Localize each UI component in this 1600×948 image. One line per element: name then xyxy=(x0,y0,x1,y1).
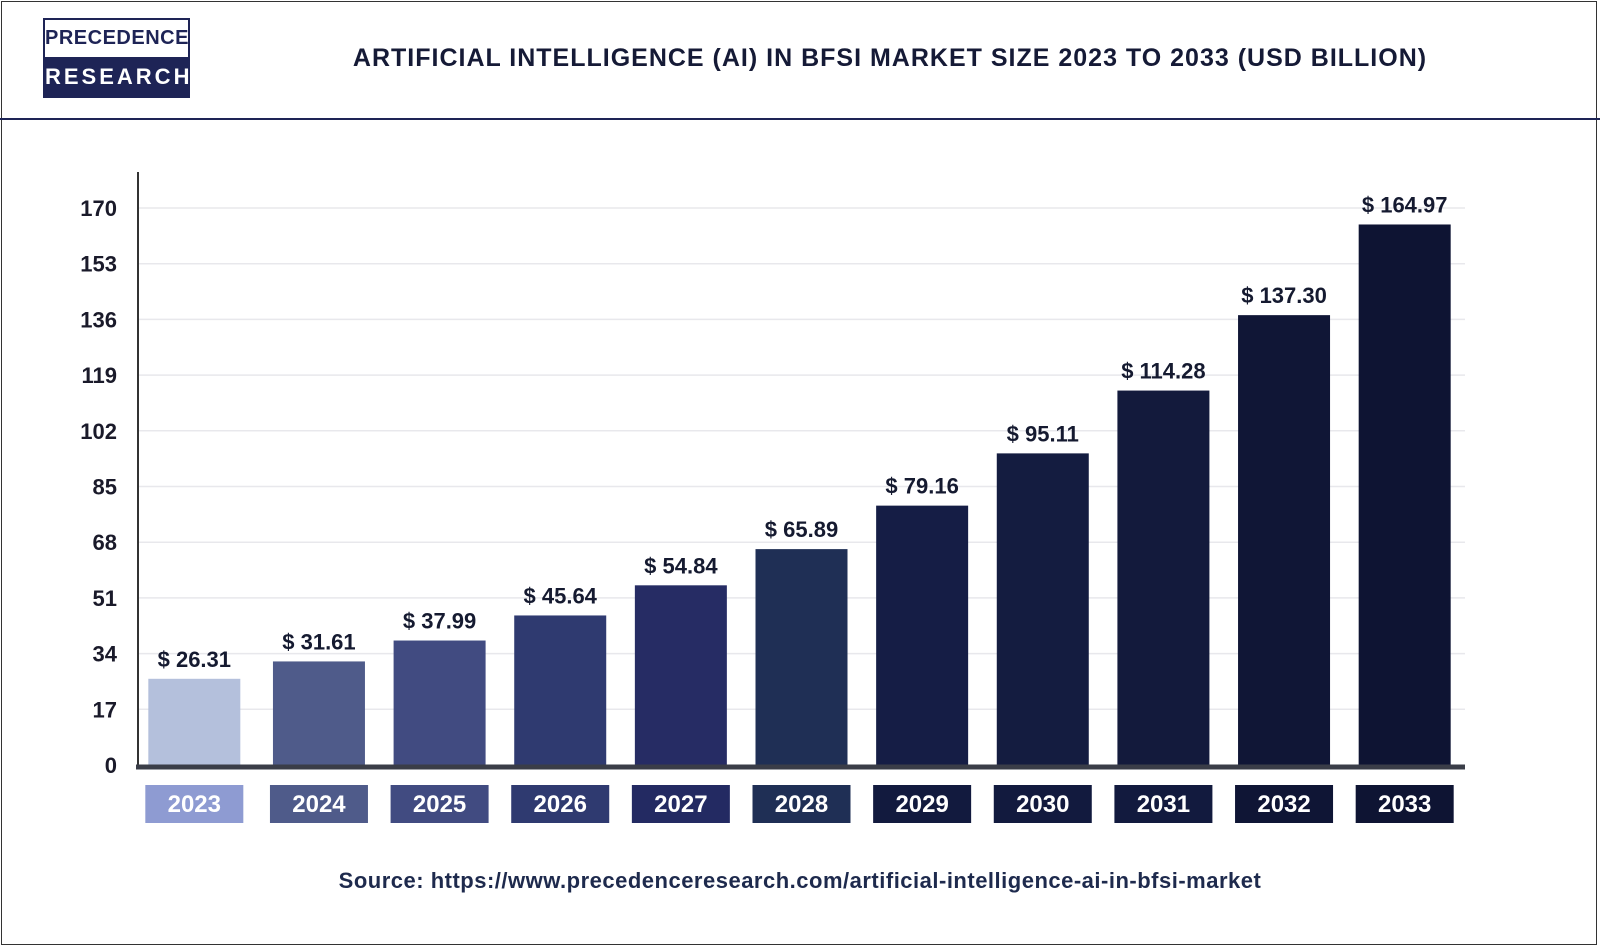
y-tick-label: 119 xyxy=(82,363,118,388)
y-tick-label: 85 xyxy=(93,475,117,500)
data-label: $ 31.61 xyxy=(282,629,355,654)
x-tick-label: 2024 xyxy=(292,791,346,818)
y-tick-label: 153 xyxy=(80,252,117,277)
x-tick-label: 2025 xyxy=(413,791,466,818)
x-label-box xyxy=(1235,785,1334,823)
y-tick-label: 34 xyxy=(93,642,118,667)
y-tick-label: 102 xyxy=(80,419,117,444)
bar-2029 xyxy=(876,505,969,765)
bar-2025 xyxy=(393,640,486,765)
data-label: $ 95.11 xyxy=(1007,421,1079,446)
x-label-box xyxy=(1114,785,1213,823)
data-label: $ 79.16 xyxy=(885,474,958,499)
x-tick-label: 2028 xyxy=(775,791,828,818)
data-label: $ 137.30 xyxy=(1241,283,1327,308)
data-label: $ 54.84 xyxy=(644,553,718,578)
data-label: $ 45.64 xyxy=(524,583,598,608)
source-text: Source: https://www.precedenceresearch.c… xyxy=(338,868,1262,893)
x-label-box xyxy=(993,785,1092,823)
x-label-box xyxy=(269,785,368,823)
x-tick-label: 2033 xyxy=(1378,791,1431,818)
x-tick-label: 2031 xyxy=(1137,791,1190,818)
y-tick-label: 0 xyxy=(105,753,117,778)
bar-2024 xyxy=(272,661,365,765)
data-label: $ 65.89 xyxy=(765,517,838,542)
bar-2031 xyxy=(1117,390,1210,765)
bar-2027 xyxy=(634,585,727,765)
x-label-box xyxy=(1355,785,1454,823)
x-tick-label: 2030 xyxy=(1016,791,1069,818)
x-label-box xyxy=(873,785,972,823)
bar-2023 xyxy=(148,678,241,765)
logo-line1: PRECEDENCE xyxy=(45,20,188,57)
data-label: $ 114.28 xyxy=(1121,359,1205,384)
x-tick-label: 2026 xyxy=(534,791,587,818)
data-label: $ 26.31 xyxy=(158,647,231,672)
x-tick-label: 2023 xyxy=(168,791,221,818)
y-tick-label: 136 xyxy=(80,307,117,332)
logo-line2: RESEARCH xyxy=(45,57,189,96)
data-label: $ 164.97 xyxy=(1362,192,1448,217)
x-tick-label: 2032 xyxy=(1257,791,1310,818)
y-tick-label: 170 xyxy=(80,196,117,221)
x-tick-label: 2029 xyxy=(895,791,948,818)
x-tick-label: 2027 xyxy=(654,791,707,818)
y-tick-label: 17 xyxy=(93,697,117,722)
x-label-box xyxy=(631,785,730,823)
x-label-box xyxy=(752,785,851,823)
y-tick-label: 68 xyxy=(93,530,117,555)
bar-2030 xyxy=(996,453,1089,765)
x-label-box xyxy=(390,785,489,823)
chart-title: ARTIFICIAL INTELLIGENCE (AI) IN BFSI MAR… xyxy=(352,44,1428,72)
bar-2033 xyxy=(1358,224,1451,765)
precedence-research-logo: PRECEDENCE RESEARCH xyxy=(43,18,190,98)
x-label-box xyxy=(145,785,244,823)
bar-2032 xyxy=(1238,315,1331,765)
y-tick-label: 51 xyxy=(93,586,117,611)
data-label: $ 37.99 xyxy=(403,609,476,634)
header-divider xyxy=(0,118,1600,120)
x-label-box xyxy=(511,785,610,823)
bar-2026 xyxy=(514,615,607,765)
bar-2028 xyxy=(755,549,848,765)
